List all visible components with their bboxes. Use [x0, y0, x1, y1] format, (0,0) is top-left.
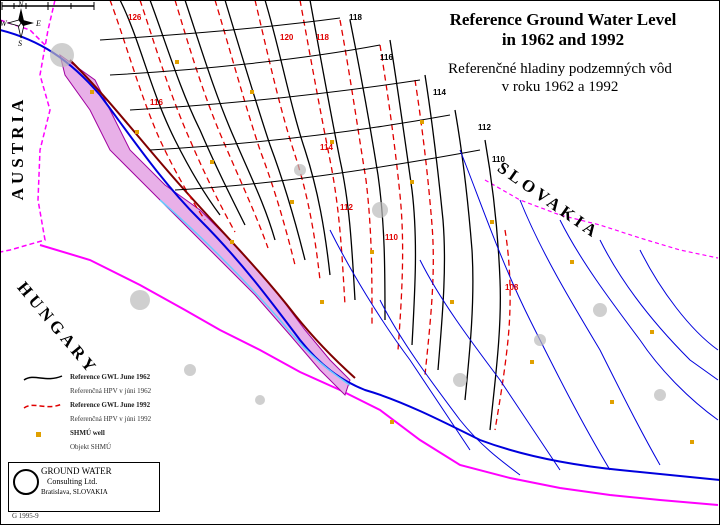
legend-row-1962-sk: Referenčná HPV v júni 1962: [22, 387, 212, 401]
contour-label: 118: [316, 33, 329, 42]
company-logo: GROUND WATER Consulting Ltd. Bratislava,…: [8, 462, 160, 512]
contour-label: 126: [128, 13, 142, 22]
compass-n: N: [17, 0, 24, 9]
contour-label: 114: [320, 143, 333, 152]
map-subtitle: Referenčné hladiny podzemných vôd v roku…: [430, 60, 690, 96]
border-austria: [0, 0, 56, 253]
legend-row-wells-sk: Objekt SHMÚ: [22, 443, 212, 457]
legend-text-1962-en: Reference GWL June 1962: [70, 373, 151, 381]
legend-row-1992-sk: Referenčná HPV v júni 1992: [22, 415, 212, 429]
legend: Reference GWL June 1962 Referenčná HPV v…: [22, 373, 212, 457]
contour-label: 116: [380, 53, 393, 62]
compass-w: W: [0, 19, 8, 28]
contour-label: 118: [349, 13, 362, 22]
legend-row-1992: Reference GWL June 1992: [22, 401, 212, 415]
legend-symbol-1992: [23, 403, 63, 409]
title-line1: Reference Ground Water Level: [449, 10, 677, 29]
compass-s: S: [18, 39, 22, 46]
subtitle-line2: v roku 1962 a 1992: [501, 79, 619, 95]
scale-bar: [1, 2, 95, 10]
legend-text-wells-en: SHMÚ well: [70, 429, 105, 437]
logo-subtitle: Consulting Ltd.: [47, 477, 98, 486]
contour-label: 108: [505, 283, 519, 292]
legend-symbol-1962: [23, 375, 63, 381]
contour-label: 116: [150, 98, 163, 107]
map-code: G 1995-9: [12, 512, 39, 520]
border-hungary: [39, 244, 719, 506]
contour-label: 114: [433, 88, 446, 97]
contour-label: 112: [340, 203, 353, 212]
logo-location: Bratislava, SLOVAKIA: [41, 488, 108, 496]
compass-rose-icon: N S W E: [0, 0, 41, 46]
logo-name: GROUND WATER: [41, 466, 112, 476]
legend-text-1992-sk: Referenčná HPV v júni 1992: [70, 415, 152, 423]
map-title: Reference Ground Water Level in 1962 and…: [448, 10, 678, 50]
title-line2: in 1962 and 1992: [501, 30, 625, 49]
label-austria: AUSTRIA: [8, 95, 27, 201]
compass-e: E: [35, 19, 41, 28]
settlements: [50, 43, 666, 405]
legend-text-1992-en: Reference GWL June 1992: [70, 401, 151, 409]
contours-cross: [99, 17, 481, 191]
contour-label: 110: [385, 233, 398, 242]
contour-labels: 118 116 114 112 110 126 120 118 116 114 …: [128, 13, 519, 292]
logo-emblem-icon: [13, 469, 39, 495]
contour-label: 120: [280, 33, 294, 42]
hungary-region: [0, 240, 720, 525]
contours-1962: [119, 0, 501, 431]
danube-dark-channel: [69, 59, 356, 379]
legend-text-1962-sk: Referenčná HPV v júni 1962: [70, 387, 152, 395]
legend-text-wells-sk: Objekt SHMÚ: [70, 443, 112, 451]
contour-label: 110: [492, 155, 505, 164]
danube-river-arm: [159, 199, 351, 386]
legend-symbol-well: [36, 432, 41, 437]
subtitle-line1: Referenčné hladiny podzemných vôd: [448, 61, 672, 77]
wells: [90, 60, 694, 444]
contour-label: 112: [478, 123, 491, 132]
legend-row-wells: SHMÚ well: [22, 429, 212, 443]
tributaries: [329, 149, 719, 476]
legend-row-1962: Reference GWL June 1962: [22, 373, 212, 387]
